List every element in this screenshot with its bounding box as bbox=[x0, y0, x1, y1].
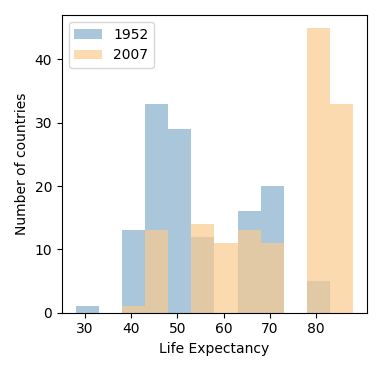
Bar bbox=[261, 186, 284, 313]
Bar bbox=[168, 129, 191, 313]
Bar bbox=[214, 243, 238, 313]
Bar bbox=[191, 237, 214, 313]
Bar bbox=[122, 306, 145, 313]
Y-axis label: Number of countries: Number of countries bbox=[15, 93, 29, 235]
X-axis label: Life Expectancy: Life Expectancy bbox=[159, 342, 270, 356]
Bar bbox=[261, 243, 284, 313]
Bar bbox=[307, 28, 330, 313]
Bar bbox=[191, 224, 214, 313]
Bar bbox=[307, 281, 330, 313]
Bar bbox=[238, 211, 261, 313]
Bar bbox=[145, 104, 168, 313]
Bar bbox=[238, 230, 261, 313]
Bar bbox=[76, 306, 99, 313]
Bar bbox=[145, 230, 168, 313]
Bar bbox=[122, 230, 145, 313]
Bar bbox=[330, 104, 353, 313]
Legend: 1952, 2007: 1952, 2007 bbox=[69, 22, 154, 68]
